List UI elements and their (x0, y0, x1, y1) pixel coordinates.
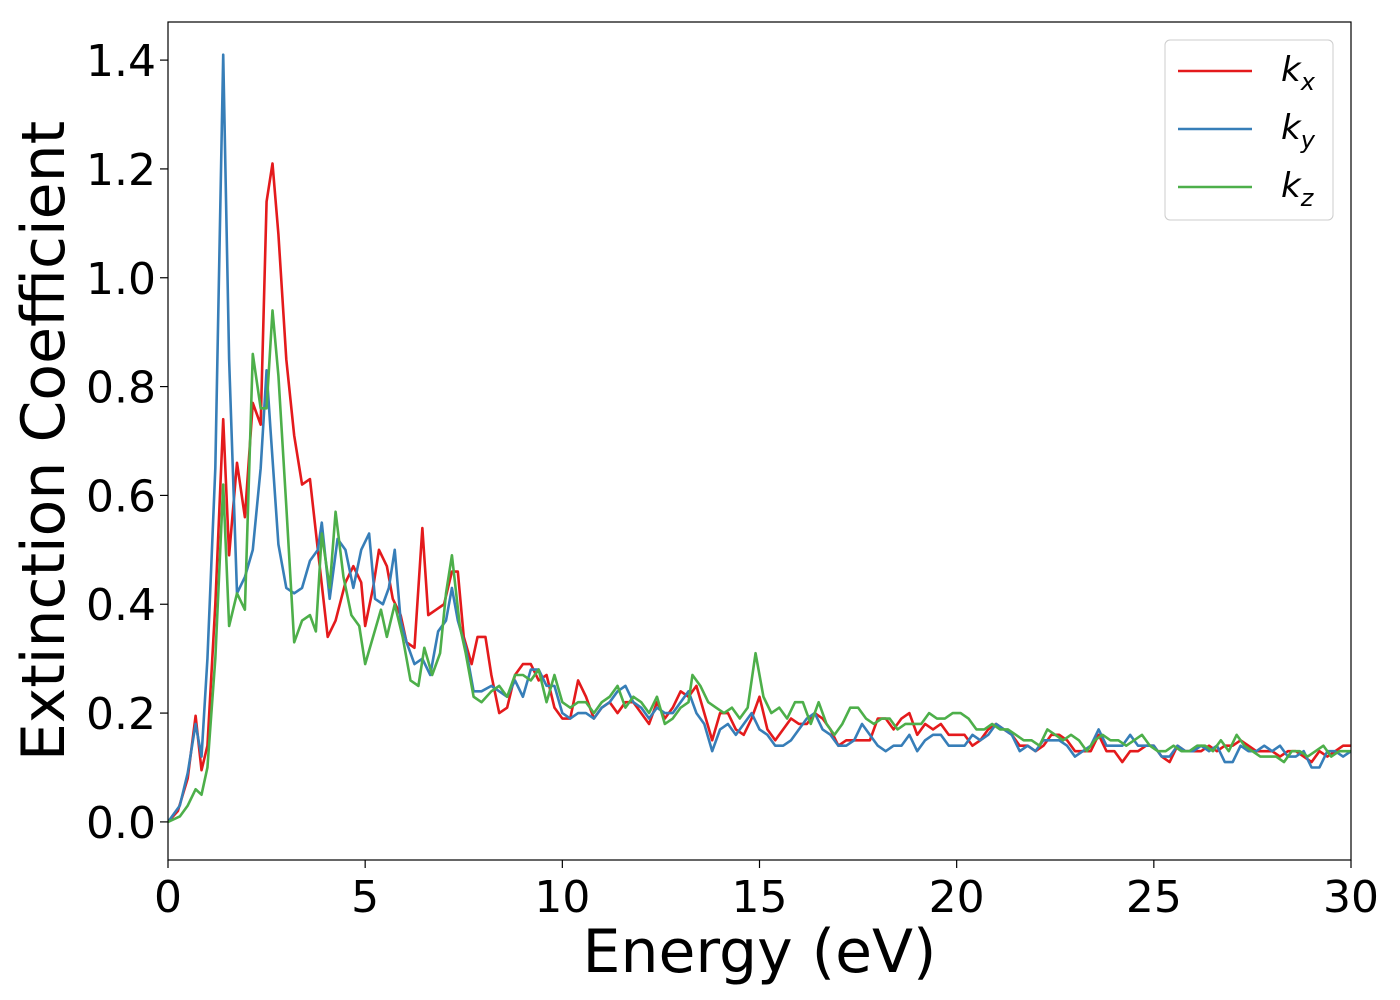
legend-label-ky: ky (1281, 108, 1316, 154)
legend-label-kz: kz (1281, 166, 1315, 212)
y-tick-label: 1.0 (86, 254, 156, 305)
y-tick-label: 0.2 (86, 689, 156, 740)
x-tick-label: 25 (1126, 872, 1182, 923)
y-axis-title: Extinction Coefficient (9, 121, 79, 761)
x-tick-label: 10 (534, 872, 590, 923)
x-tick-label: 20 (929, 872, 985, 923)
x-tick-label: 30 (1323, 872, 1379, 923)
x-tick-label: 0 (154, 872, 182, 923)
legend-label-kx: kx (1281, 50, 1316, 96)
y-tick-label: 1.4 (86, 36, 156, 87)
series-line-kz (168, 309, 1351, 824)
y-axis: 0.0 0.2 0.4 0.6 0.8 1.0 1.2 1.4 (86, 36, 168, 849)
x-axis-title: Energy (eV) (583, 917, 937, 987)
y-tick-label: 1.2 (86, 145, 156, 196)
x-axis: 0 5 10 15 20 25 30 (154, 860, 1379, 923)
x-tick-label: 15 (732, 872, 788, 923)
y-tick-label: 0.0 (86, 798, 156, 849)
y-tick-label: 0.8 (86, 363, 156, 414)
legend: kx ky kz (1164, 39, 1334, 221)
x-tick-label: 5 (351, 872, 379, 923)
y-tick-label: 0.4 (86, 580, 156, 631)
series-layer (168, 53, 1351, 824)
y-tick-label: 0.6 (86, 471, 156, 522)
